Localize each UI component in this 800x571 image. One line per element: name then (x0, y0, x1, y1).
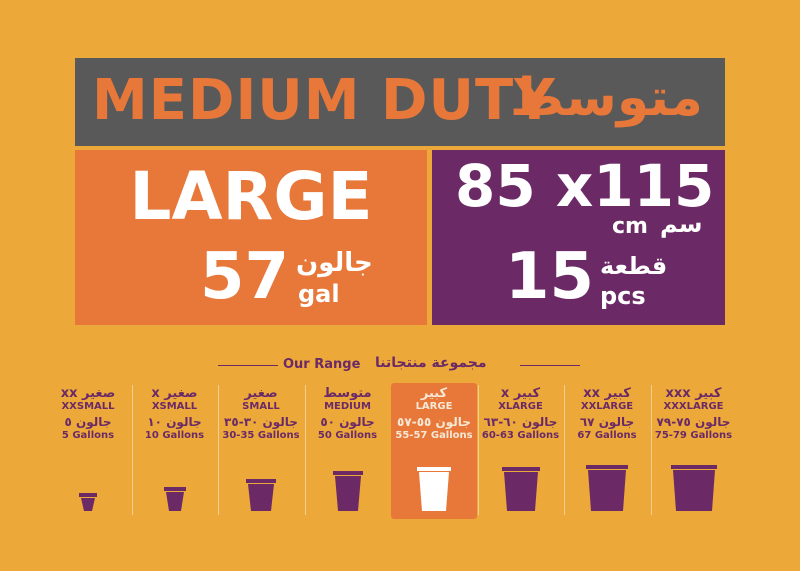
size-panel (75, 150, 427, 325)
item-ar: صغير xx (60, 386, 116, 401)
item-ar: كبير (420, 386, 448, 401)
spec-panel (432, 150, 725, 325)
item-gal-ar: جالون ٦٧ (579, 415, 635, 429)
item-en: XXXLARGE (663, 401, 724, 412)
item-en: XLARGE (498, 401, 543, 412)
range-title-en: Our Range (283, 357, 361, 372)
item-gal-en: 5 Gallons (61, 430, 115, 441)
range-title-ar: مجموعة منتجاتنا (375, 355, 487, 371)
item-gal-en: 60-63 Gallons (481, 430, 560, 441)
bin-icon (670, 465, 717, 511)
item-gal-en: 55-57 Gallons (395, 430, 473, 441)
gallons: 57 (200, 240, 290, 314)
range-item: كبير xx XXLARGE جالون ٦٧ 67 Gallons (564, 383, 650, 519)
bin-icon (79, 493, 97, 511)
item-en: MEDIUM (324, 401, 371, 412)
item-gal-ar: جالون ٣٠-٣٥ (224, 415, 298, 429)
separator (131, 385, 133, 515)
item-ar: كبير xxx (665, 386, 722, 401)
item-gal-en: 10 Gallons (144, 430, 205, 441)
separator (650, 385, 652, 515)
bin-icon (417, 467, 451, 511)
item-ar: صغير (244, 386, 278, 401)
range-item: كبير xxx XXXLARGE جالون ٧٥-٧٩ 75-79 Gallons (651, 383, 737, 519)
banner (75, 58, 725, 146)
item-gal-en: 30-35 Gallons (222, 430, 300, 441)
separator (477, 385, 479, 515)
size-name: LARGE (129, 158, 373, 235)
item-gal-en: 67 Gallons (577, 430, 637, 441)
bin-icon (332, 471, 363, 511)
gallons-unit: gal (298, 280, 340, 308)
item-gal-ar: جالون ١٠ (147, 415, 202, 429)
item-gal-en: 50 Gallons (317, 430, 378, 441)
title-en: MEDIUM DUTY (92, 68, 556, 133)
item-ar: متوسط (323, 386, 372, 401)
separator (564, 385, 565, 515)
count-ar: قطعة (600, 252, 668, 280)
separator (218, 385, 219, 515)
range-item: متوسط MEDIUM جالون ٥٠ 50 Gallons (305, 383, 391, 519)
count-unit: pcs (600, 282, 646, 310)
item-en: LARGE (415, 401, 453, 412)
range-item: كبير LARGE جالون ٥٥-٥٧ 55-57 Gallons (391, 383, 477, 519)
item-en: XSMALL (151, 401, 198, 412)
range-item: صغير SMALL جالون ٣٠-٣٥ 30-35 Gallons (218, 383, 304, 519)
item-en: XXSMALL (61, 401, 115, 412)
range-item: كبير x XLARGE جالون ٦٠-٦٣ 60-63 Gallons (478, 383, 564, 519)
item-ar: كبير xx (583, 386, 631, 401)
item-gal-ar: جالون ٥٥-٥٧ (397, 415, 471, 429)
dims-unit: cm (612, 214, 648, 239)
rule (520, 365, 580, 366)
dims: 85 x115 (455, 152, 715, 220)
item-gal-ar: جالون ٥ (64, 415, 112, 429)
count: 15 (505, 240, 595, 314)
item-en: XXLARGE (580, 401, 634, 412)
item-ar: كبير x (500, 386, 541, 401)
item-gal-en: 75-79 Gallons (654, 430, 733, 441)
gallons-ar: جالون (296, 248, 373, 278)
range-item: صغير x XSMALL جالون ١٠ 10 Gallons (132, 383, 218, 519)
item-en: SMALL (242, 401, 280, 412)
rule (218, 365, 278, 366)
item-gal-ar: جالون ٥٠ (320, 415, 375, 429)
bin-icon (501, 467, 540, 511)
separator (304, 385, 306, 515)
item-ar: صغير x (151, 386, 198, 401)
bin-icon (163, 487, 186, 511)
title-ar: متوسط (510, 68, 703, 128)
item-gal-ar: جالون ٧٥-٧٩ (656, 415, 731, 429)
item-gal-ar: جالون ٦٠-٦٣ (483, 415, 558, 429)
bin-icon (246, 479, 276, 511)
bin-icon (586, 465, 628, 511)
dims-unit-ar: سم (660, 210, 703, 238)
